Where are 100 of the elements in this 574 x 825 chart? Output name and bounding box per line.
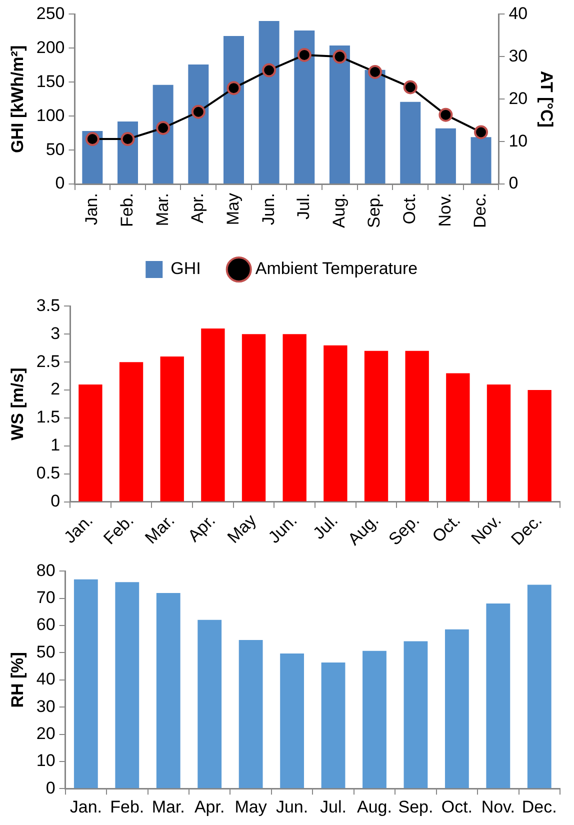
x-tick-label: May bbox=[234, 797, 268, 816]
y2-axis-title: AT [°C] bbox=[537, 70, 556, 128]
y-tick-label: 0 bbox=[50, 492, 60, 511]
x-tick-label: Oct. bbox=[441, 797, 473, 816]
bar bbox=[258, 20, 280, 184]
x-tick-label: Dec. bbox=[508, 510, 546, 549]
y-axis-title: GHI [kWh/m²] bbox=[8, 45, 27, 153]
bar bbox=[152, 84, 174, 184]
x-tick-label: Apr. bbox=[184, 510, 220, 546]
x-tick-label: Dec. bbox=[470, 193, 490, 228]
x-tick-label: Aug. bbox=[329, 193, 348, 228]
legend-label: Ambient Temperature bbox=[255, 259, 418, 278]
legend-label: GHI bbox=[170, 259, 201, 278]
point bbox=[85, 132, 100, 146]
x-tick-label: May bbox=[223, 192, 242, 226]
y-tick-label: 50 bbox=[36, 642, 56, 662]
y-tick-label: 10 bbox=[36, 751, 56, 770]
x-tick-label: Jun. bbox=[276, 797, 308, 816]
x-tick-label: Sep. bbox=[385, 510, 424, 549]
x-tick-label: Feb. bbox=[100, 510, 138, 548]
x-tick-label: Nov. bbox=[468, 510, 505, 548]
bar bbox=[470, 137, 492, 184]
bar bbox=[242, 334, 266, 502]
bar bbox=[405, 350, 429, 502]
y-tick-label: 250 bbox=[36, 4, 65, 23]
point bbox=[156, 120, 170, 135]
y-tick-label: 2 bbox=[50, 380, 60, 399]
point bbox=[297, 48, 312, 62]
y-tick-label: 50 bbox=[46, 140, 65, 159]
x-tick-label: Nov. bbox=[481, 797, 516, 816]
x-tick-label: Jan. bbox=[82, 193, 102, 226]
bar bbox=[78, 384, 102, 502]
bar bbox=[74, 579, 98, 788]
bar bbox=[115, 582, 140, 788]
bar bbox=[528, 390, 552, 502]
y-tick-label: 200 bbox=[36, 38, 65, 57]
y2-tick-label: 40 bbox=[508, 4, 528, 23]
bar bbox=[188, 64, 209, 184]
bar bbox=[486, 604, 510, 788]
bar bbox=[156, 592, 180, 788]
y-axis-title: RH [%] bbox=[8, 652, 27, 708]
y-tick-label: 1.5 bbox=[36, 408, 60, 427]
y-tick-label: 40 bbox=[36, 670, 56, 689]
y2-tick-label: 30 bbox=[508, 46, 528, 66]
bar bbox=[201, 328, 225, 502]
y-tick-label: 1 bbox=[50, 436, 60, 455]
x-tick-label: Jan. bbox=[60, 510, 97, 547]
point bbox=[368, 64, 382, 79]
x-tick-label: Oct. bbox=[400, 193, 420, 224]
y-tick-label: 30 bbox=[36, 696, 56, 716]
bar bbox=[527, 584, 552, 788]
bar bbox=[324, 345, 348, 502]
bar bbox=[223, 36, 244, 184]
x-tick-label: Mar. bbox=[141, 510, 178, 548]
bar bbox=[238, 640, 263, 788]
point bbox=[226, 81, 241, 96]
y-tick-label: 70 bbox=[36, 588, 56, 608]
x-tick-label: Jul. bbox=[294, 193, 314, 220]
bar bbox=[282, 334, 306, 502]
bar bbox=[160, 356, 184, 502]
y-tick-label: 100 bbox=[36, 106, 65, 125]
bar bbox=[400, 102, 421, 184]
y-tick-label: 0.5 bbox=[36, 464, 60, 483]
point bbox=[438, 108, 453, 122]
bar bbox=[446, 373, 470, 502]
point bbox=[332, 50, 347, 64]
bar bbox=[486, 384, 511, 502]
x-tick-label: May bbox=[224, 510, 260, 547]
x-tick-label: Aug. bbox=[357, 797, 392, 816]
point bbox=[191, 104, 206, 119]
bar bbox=[404, 641, 428, 788]
y2-tick-label: 0 bbox=[508, 174, 518, 193]
y-tick-label: 3.5 bbox=[36, 296, 60, 315]
x-tick-label: Aug. bbox=[344, 510, 382, 549]
y-tick-label: 0 bbox=[55, 174, 65, 193]
bar bbox=[364, 70, 386, 184]
x-tick-label: Mar. bbox=[152, 797, 185, 816]
bar bbox=[435, 128, 456, 184]
bar bbox=[362, 650, 386, 788]
y-tick-label: 60 bbox=[36, 615, 56, 634]
bar bbox=[119, 362, 144, 502]
x-tick-label: Apr. bbox=[194, 797, 225, 816]
x-tick-label: Jun. bbox=[258, 193, 278, 226]
bar bbox=[364, 350, 388, 502]
y2-tick-label: 20 bbox=[508, 88, 528, 108]
y2-tick-label: 10 bbox=[508, 131, 528, 150]
y-axis-title: WS [m/s] bbox=[8, 368, 27, 440]
x-tick-label: Feb. bbox=[117, 193, 136, 228]
x-tick-label: Jul. bbox=[309, 510, 342, 543]
x-tick-label: Jul. bbox=[320, 797, 346, 816]
bar bbox=[294, 30, 315, 184]
point bbox=[262, 63, 276, 78]
point bbox=[474, 125, 488, 140]
point bbox=[120, 132, 135, 146]
x-tick-label: Nov. bbox=[435, 193, 454, 227]
x-tick-label: Feb. bbox=[110, 797, 144, 816]
y-tick-label: 80 bbox=[36, 560, 56, 580]
bar bbox=[280, 654, 304, 788]
point bbox=[403, 80, 418, 94]
x-tick-label: Jan. bbox=[70, 797, 102, 816]
